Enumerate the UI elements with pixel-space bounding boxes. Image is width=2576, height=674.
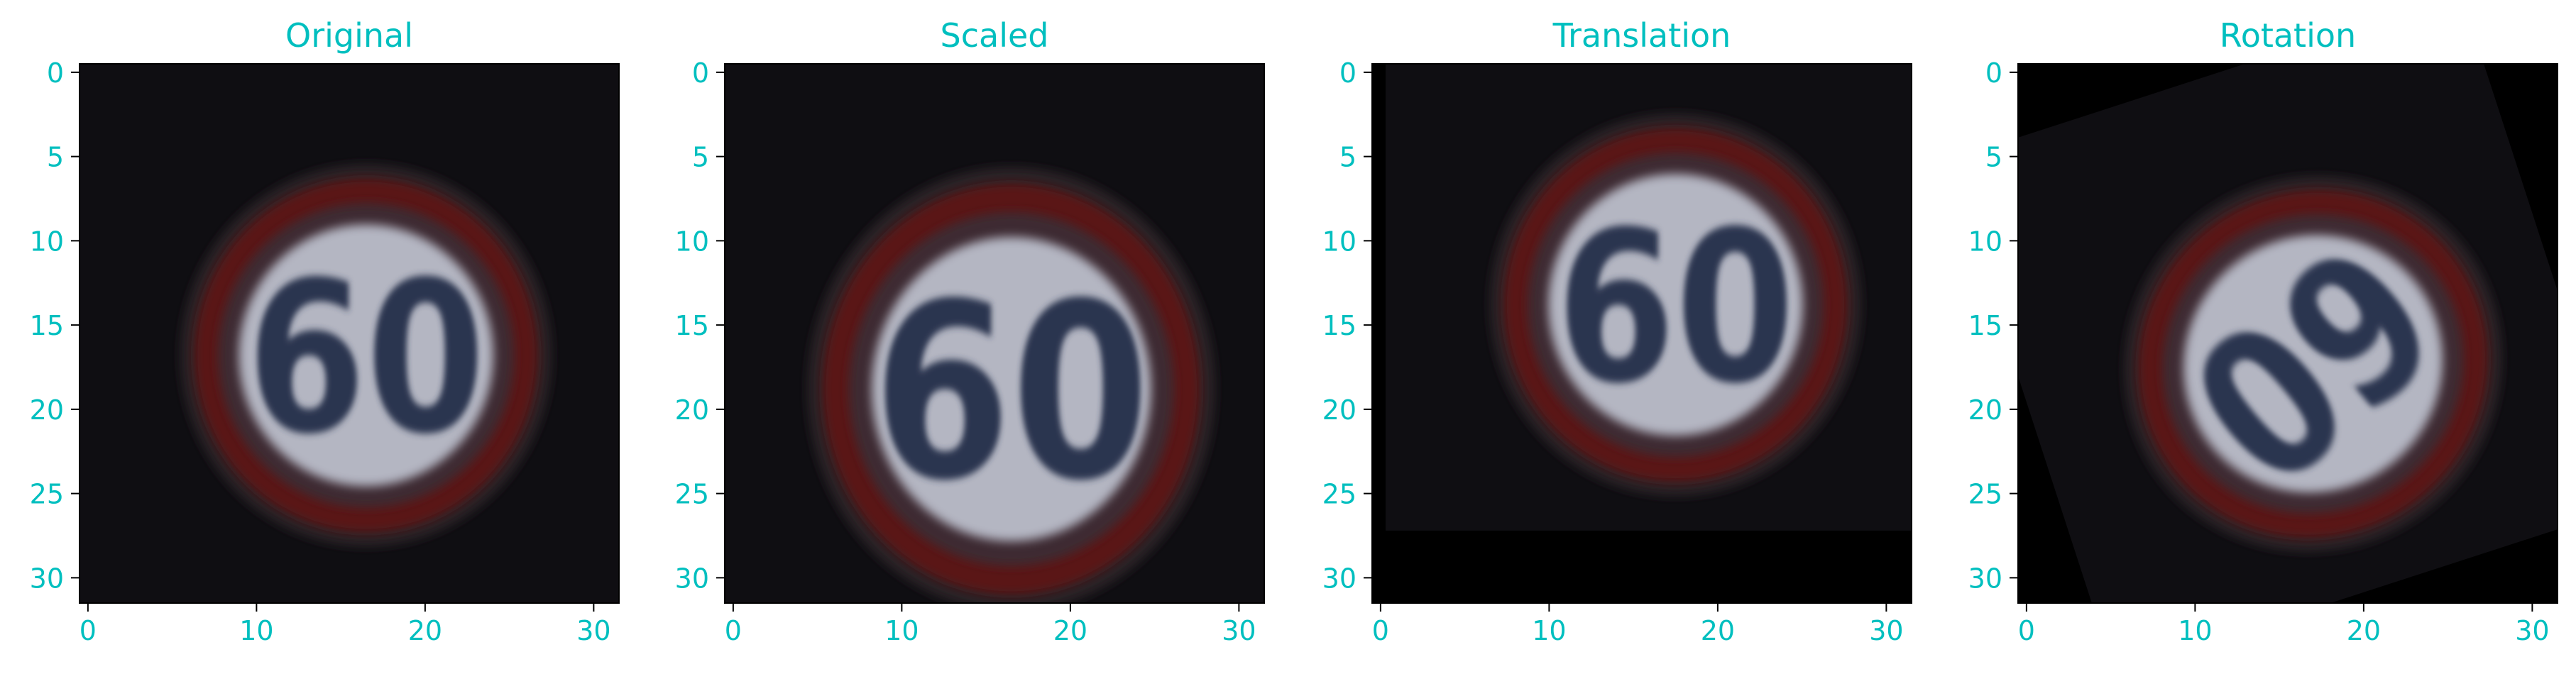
y-tick-label: 0 [692, 57, 709, 89]
x-tick-label: 0 [80, 615, 97, 646]
sign-image: 60 [80, 64, 619, 603]
y-tick-label: 5 [1339, 142, 1356, 173]
x-tick-label: 20 [1701, 615, 1735, 646]
y-tick-label: 25 [30, 479, 64, 510]
sign-face [871, 236, 1151, 541]
x-tick-label: 10 [1532, 615, 1566, 646]
y-tick-label: 15 [1968, 310, 2002, 341]
y-tick-label: 25 [675, 479, 709, 510]
y-tick-label: 10 [1322, 226, 1356, 257]
y-tick-label: 0 [47, 57, 64, 89]
sign-face [1548, 174, 1803, 436]
panel-rotation: 60 Rotation 0 5 10 15 20 25 30 0 10 20 30 [1968, 16, 2558, 646]
sign-digits: 60 [873, 251, 1150, 534]
x-tick-label: 10 [239, 615, 273, 646]
y-tick-label: 5 [692, 142, 709, 173]
speed-limit-sign: 60 [1460, 83, 1891, 526]
sign-digits: 60 [1557, 187, 1795, 429]
y-tick-label: 25 [1322, 479, 1356, 510]
x-tick-label: 0 [725, 615, 742, 646]
axes-frame [2017, 63, 2558, 604]
x-tick-label: 30 [1222, 615, 1256, 646]
y-tick-label: 0 [1339, 57, 1356, 89]
panel-title: Rotation [2220, 16, 2356, 55]
x-tick-label: 10 [2178, 615, 2212, 646]
y-tick-label: 20 [30, 394, 64, 426]
y-tick-label: 10 [675, 226, 709, 257]
speed-limit-sign: 60 [150, 134, 581, 577]
panel-scaled: 60 Scaled 0 5 10 15 20 25 30 0 10 20 30 [675, 16, 1265, 646]
translation-fill-left [1372, 64, 1386, 603]
panel-translation: 60 Translation 0 5 10 15 20 25 30 0 10 20 30 [1322, 16, 1912, 646]
y-tick-label: 15 [1322, 310, 1356, 341]
y-tick-label: 30 [1322, 563, 1356, 594]
translation-fill-bottom [1372, 530, 1912, 603]
speed-limit-sign: 60 [2094, 146, 2532, 582]
x-tick-label: 0 [2018, 615, 2035, 646]
x-tick-label: 20 [1053, 615, 1087, 646]
y-tick-label: 5 [47, 142, 64, 173]
sign-face [239, 224, 494, 487]
speed-limit-sign: 60 [775, 132, 1248, 603]
x-tick-label: 20 [408, 615, 442, 646]
y-tick-label: 25 [1968, 479, 2002, 510]
axes-frame [724, 63, 1265, 604]
sign-image: 60 [725, 64, 1264, 603]
panel-original: 60 Original 0 5 10 15 20 25 30 0 10 20 30 [30, 16, 620, 646]
x-tick-label: 30 [1869, 615, 1903, 646]
panel-title: Translation [1552, 16, 1731, 55]
x-tick-label: 20 [2347, 615, 2381, 646]
y-tick-label: 10 [1968, 226, 2002, 257]
panel-title: Original [285, 16, 413, 55]
y-tick-label: 30 [675, 563, 709, 594]
sign-image: 60 [1372, 64, 1912, 603]
panel-title: Scaled [941, 16, 1049, 55]
sign-digits: 60 [247, 238, 486, 480]
x-tick-label: 0 [1372, 615, 1389, 646]
y-tick-label: 20 [675, 394, 709, 426]
y-tick-label: 30 [1968, 563, 2002, 594]
y-tick-label: 30 [30, 563, 64, 594]
y-tick-label: 10 [30, 226, 64, 257]
y-tick-label: 20 [1968, 394, 2002, 426]
x-tick-label: 10 [884, 615, 919, 646]
axes-frame [1371, 63, 1912, 604]
y-tick-label: 0 [1985, 57, 2002, 89]
y-tick-label: 20 [1322, 394, 1356, 426]
y-tick-label: 15 [30, 310, 64, 341]
y-tick-label: 5 [1985, 142, 2002, 173]
axes-frame [79, 63, 620, 604]
sign-face [2183, 235, 2443, 493]
y-tick-label: 15 [675, 310, 709, 341]
x-tick-label: 30 [2515, 615, 2549, 646]
sign-image: 60 [2018, 64, 2558, 603]
x-tick-label: 30 [576, 615, 610, 646]
